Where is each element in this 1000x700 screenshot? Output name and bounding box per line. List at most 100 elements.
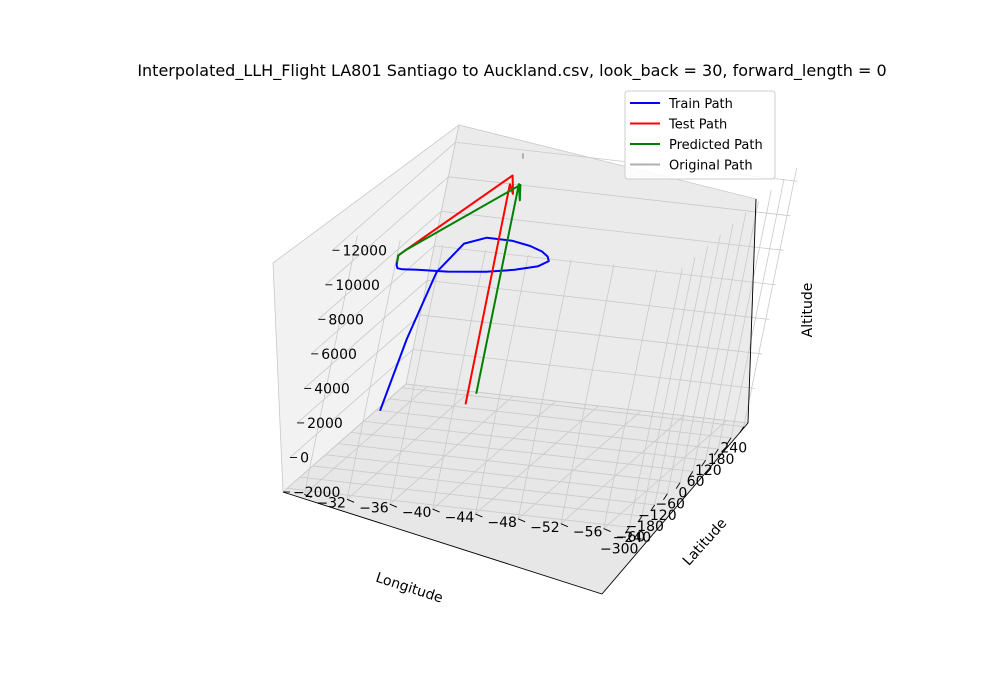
x-tick-label: −180 [625,519,663,535]
x-tick-mark [713,448,719,456]
z-tick-label: 2000 [307,416,343,432]
x-tick-label: −300 [600,541,638,557]
y-tick-mark [603,528,611,532]
grid-line-alt [413,349,756,389]
grid-line-alt [303,280,428,389]
grid-line-alt [311,245,435,355]
y-tick-label: −44 [445,510,475,526]
x-tick-mark [624,527,630,534]
grid-line-lon [743,167,798,427]
grid-line-lat [603,269,658,529]
y-tick-label: −40 [402,505,432,521]
grid-line-lat [517,259,572,519]
grid-line-lon [654,245,709,506]
x-tick-mark [739,426,745,433]
grid-line-lon [641,257,696,517]
x-tick-mark [726,437,732,445]
grid-line-alt [441,210,784,251]
chart-title: Interpolated_LLH_Flight LA801 Santiago t… [137,61,886,81]
axis-ticks: −300−240−180−120−60060120180240−60−56−52… [283,243,747,557]
y-tick-mark [517,518,526,523]
grid-line-lon [388,398,732,439]
y-tick-label: −36 [359,500,389,516]
grid-line-lat [475,405,599,515]
grid-line-lon [350,432,693,472]
z-axis-label: Altitude [800,283,816,338]
grid-line-alt [405,383,749,424]
grid-line-lon [312,465,655,506]
series-lines [379,153,550,411]
x-tick-mark [701,459,706,467]
grid-line-lat [389,395,514,505]
axis-lines [282,198,757,595]
grid-line-alt [282,383,407,493]
y-tick-mark [560,523,569,528]
legend-label-original-path: Original Path [669,159,753,174]
grid-line-lat [603,420,727,529]
grid-line-lat [304,386,428,495]
grid-line-lon [287,487,630,528]
y-axis-line [601,422,749,595]
y-tick-label: −52 [530,520,560,536]
z-tick-label: −2000 [293,485,340,501]
y-tick-label: −32 [316,495,346,511]
z-tick-label: 8000 [328,312,364,328]
grid-line-lon [376,409,719,450]
y-tick-mark [475,513,483,518]
grid-line-lat [432,249,487,510]
grid-line-lat [474,254,529,515]
grid-line-lon [717,189,772,450]
grid-line-lon [363,420,706,461]
x-tick-label: 60 [687,474,705,490]
x-tick-label: −240 [613,530,651,546]
grid-line-lon [679,223,734,483]
legend: Train Path Test Path Predicted Path Origina… [624,90,776,180]
legend-box [624,90,776,180]
y-tick-label: −60 [616,530,646,546]
grid-line-lon [730,178,785,438]
grid-line-lat [560,415,685,524]
series-line-train-path [379,236,550,411]
x-tick-mark [637,515,643,523]
grid-line-alt [332,141,456,251]
grid-line-lon [705,201,759,461]
grid-line-lon [299,476,643,517]
z-tick-label: 4000 [314,381,350,397]
x-tick-label: 240 [720,441,747,457]
grid-line-alt [448,176,791,217]
grid-line-alt [427,280,770,320]
grid-line-lon [692,212,747,472]
y-tick-mark [304,494,312,498]
grid-line-alt [296,314,421,424]
x-tick-label: −120 [638,508,676,524]
x-tick-mark [663,493,668,501]
grid-line-lat [517,410,642,520]
y-tick-mark [432,508,440,513]
x-tick-mark [650,504,656,512]
grid-line-lon [667,234,721,494]
grid-line-lon [628,268,683,528]
x-axis-label: Longitude [374,570,445,607]
grid-lines [282,141,798,529]
grid-line-lat [432,400,556,510]
z-tick-label: 6000 [321,347,357,363]
z-tick-label: 12000 [342,243,387,259]
x-tick-label: 120 [695,463,722,479]
y-axis-label: Latitude [680,516,730,570]
grid-line-alt [318,211,442,320]
grid-line-alt [289,349,414,458]
x-axis-line [282,491,603,595]
grid-line-lat [560,264,615,524]
x-tick-mark [688,471,694,478]
y-tick-mark [389,503,398,508]
x-tick-label: 0 [678,485,687,501]
legend-label-train-path: Train Path [668,97,733,112]
grid-line-lon [338,443,681,483]
grid-line-lon [325,454,668,495]
z-axis-line [747,198,757,424]
grid-line-alt [325,176,449,286]
grid-line-lon [401,387,744,428]
x-tick-mark [675,482,681,489]
y-tick-label: −56 [573,525,603,541]
y-tick-mark [346,498,355,503]
